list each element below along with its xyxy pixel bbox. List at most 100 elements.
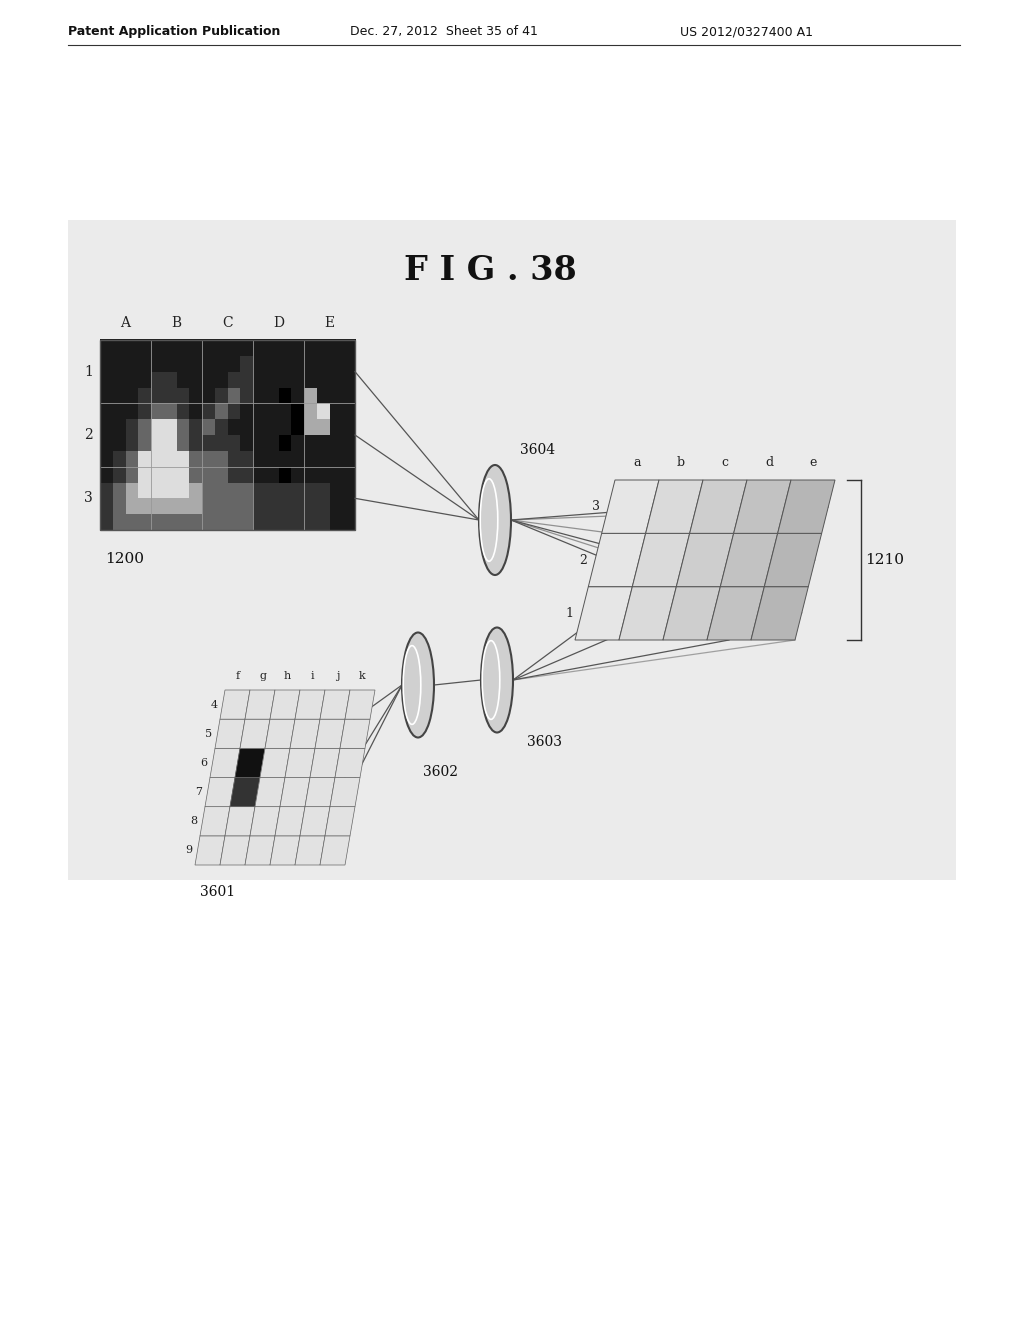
Bar <box>342 450 355 467</box>
Bar <box>215 403 228 420</box>
Bar <box>189 355 203 372</box>
Bar <box>330 387 343 404</box>
Bar <box>291 450 304 467</box>
Bar <box>215 371 228 388</box>
Text: 3604: 3604 <box>520 444 555 457</box>
Bar <box>330 339 343 356</box>
Polygon shape <box>265 719 295 748</box>
Ellipse shape <box>402 632 434 738</box>
Bar <box>266 371 279 388</box>
Text: F I G . 38: F I G . 38 <box>403 253 577 286</box>
Bar <box>164 355 177 372</box>
Bar <box>189 466 203 483</box>
Bar <box>227 339 241 356</box>
Polygon shape <box>330 777 360 807</box>
Bar <box>164 418 177 436</box>
Bar <box>202 418 215 436</box>
Bar <box>126 450 138 467</box>
Polygon shape <box>319 836 350 865</box>
Text: 2: 2 <box>84 428 93 442</box>
Polygon shape <box>345 690 375 719</box>
Bar <box>151 355 164 372</box>
Bar <box>113 371 126 388</box>
Bar <box>176 434 189 451</box>
Bar <box>164 371 177 388</box>
Bar <box>291 498 304 515</box>
Bar <box>126 418 138 436</box>
Polygon shape <box>234 748 265 777</box>
Bar <box>164 450 177 467</box>
Text: 9: 9 <box>185 845 193 855</box>
Bar <box>113 513 126 531</box>
Bar <box>215 498 228 515</box>
Bar <box>342 355 355 372</box>
Polygon shape <box>319 690 350 719</box>
Bar <box>202 482 215 499</box>
Bar <box>279 418 292 436</box>
Bar <box>151 482 164 499</box>
Bar <box>215 355 228 372</box>
Bar <box>316 418 330 436</box>
Bar <box>126 513 138 531</box>
Polygon shape <box>751 586 808 640</box>
Text: C: C <box>222 315 232 330</box>
Polygon shape <box>260 748 290 777</box>
Bar <box>330 498 343 515</box>
Polygon shape <box>220 690 250 719</box>
Bar <box>266 466 279 483</box>
Polygon shape <box>250 807 280 836</box>
Bar <box>330 403 343 420</box>
Polygon shape <box>315 719 345 748</box>
Bar <box>342 418 355 436</box>
Bar <box>241 418 254 436</box>
Polygon shape <box>777 480 835 533</box>
Bar <box>291 339 304 356</box>
Bar <box>266 403 279 420</box>
Bar <box>279 434 292 451</box>
Bar <box>291 387 304 404</box>
Text: k: k <box>359 671 366 681</box>
Polygon shape <box>633 533 690 586</box>
Bar <box>279 339 292 356</box>
Bar <box>176 371 189 388</box>
Text: a: a <box>633 455 641 469</box>
Bar <box>113 498 126 515</box>
Polygon shape <box>245 836 275 865</box>
Bar <box>202 339 215 356</box>
Polygon shape <box>290 719 319 748</box>
Bar <box>241 403 254 420</box>
Bar <box>126 387 138 404</box>
Bar <box>138 466 152 483</box>
Bar <box>279 498 292 515</box>
Bar <box>253 434 266 451</box>
Bar <box>164 513 177 531</box>
Text: B: B <box>171 315 181 330</box>
Bar <box>189 498 203 515</box>
Polygon shape <box>195 836 225 865</box>
Bar <box>215 513 228 531</box>
Bar <box>227 434 241 451</box>
Polygon shape <box>310 748 340 777</box>
Polygon shape <box>575 586 633 640</box>
Bar <box>202 434 215 451</box>
Bar <box>227 387 241 404</box>
Bar <box>227 498 241 515</box>
Polygon shape <box>305 777 335 807</box>
Bar <box>176 513 189 531</box>
Bar <box>113 450 126 467</box>
Bar <box>253 355 266 372</box>
Bar <box>202 466 215 483</box>
Polygon shape <box>270 836 300 865</box>
Bar <box>266 434 279 451</box>
Bar <box>151 450 164 467</box>
Bar <box>151 418 164 436</box>
Bar <box>164 482 177 499</box>
Bar <box>202 403 215 420</box>
Bar <box>304 498 317 515</box>
Bar <box>100 418 114 436</box>
Bar <box>100 513 114 531</box>
Bar <box>279 513 292 531</box>
Text: Patent Application Publication: Patent Application Publication <box>68 25 281 38</box>
Bar <box>176 403 189 420</box>
Polygon shape <box>215 719 245 748</box>
